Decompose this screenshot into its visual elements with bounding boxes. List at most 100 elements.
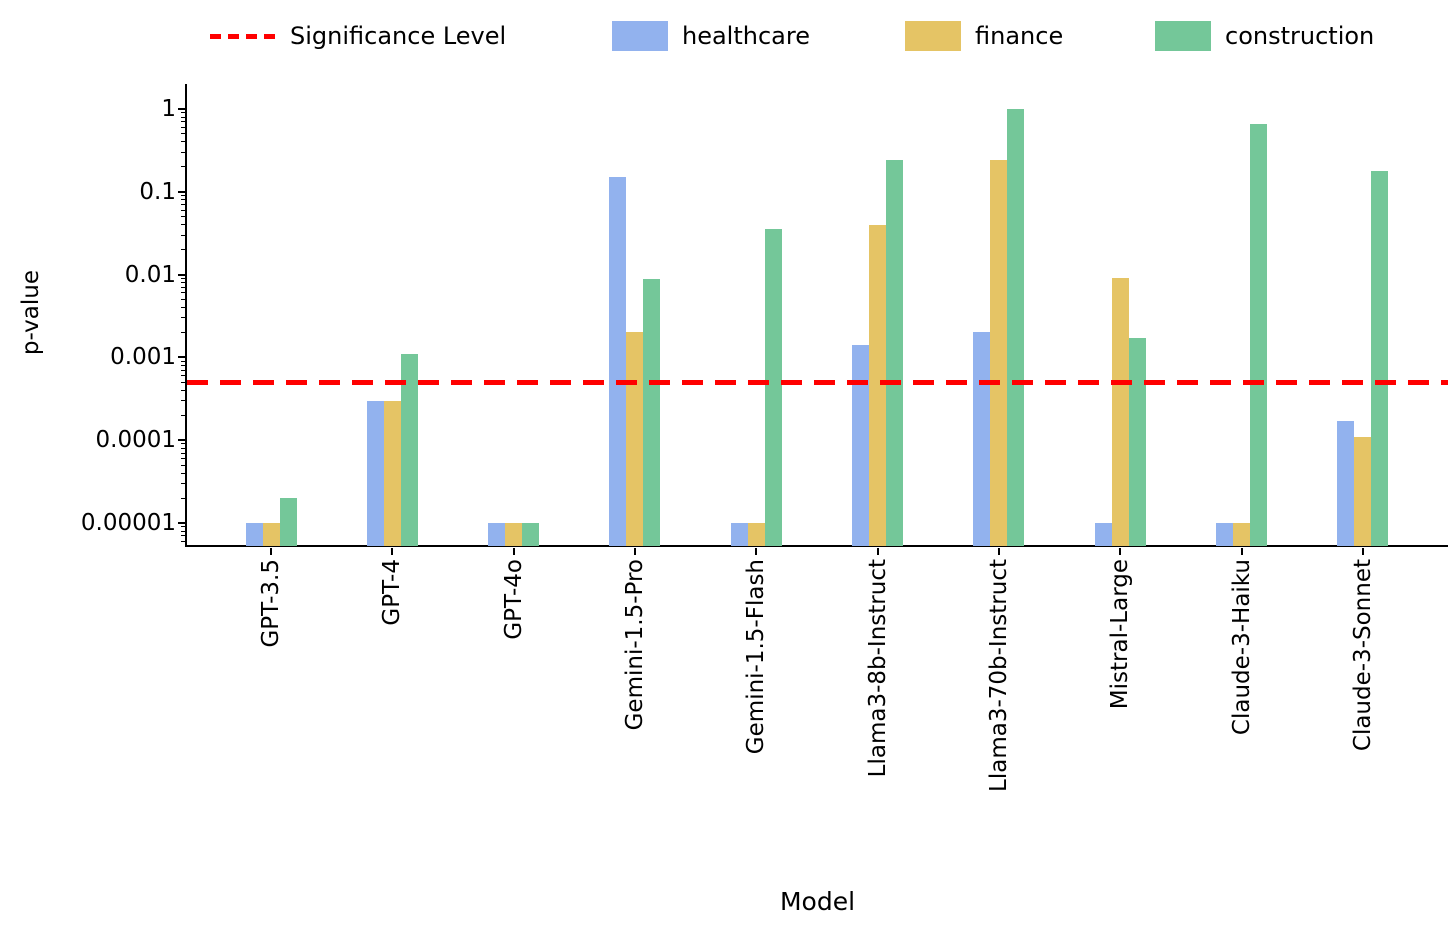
bar-construction: [279, 498, 297, 546]
bar-construction: [643, 279, 661, 546]
x-tick: [633, 548, 636, 555]
y-major-tick: [178, 190, 185, 193]
bar-healthcare: [1216, 523, 1234, 546]
y-minor-tick: [181, 317, 185, 319]
bar-finance: [1111, 278, 1129, 546]
y-tick-label: 0.0001: [95, 427, 176, 454]
y-minor-tick: [181, 151, 185, 153]
y-minor-tick: [181, 458, 185, 460]
y-minor-tick: [181, 307, 185, 309]
y-minor-tick: [181, 452, 185, 454]
y-minor-tick: [181, 299, 185, 301]
y-minor-tick: [181, 414, 185, 416]
y-minor-tick: [181, 447, 185, 449]
y-minor-tick: [181, 400, 185, 402]
x-tick: [391, 548, 394, 555]
bar-construction: [1371, 170, 1389, 546]
y-minor-tick: [181, 195, 185, 197]
y-tick-label: 0.00001: [80, 510, 176, 536]
bar-healthcare: [366, 400, 384, 546]
y-major-tick: [178, 356, 185, 359]
y-minor-tick: [181, 234, 185, 236]
y-minor-tick: [181, 126, 185, 128]
significance-line: [187, 379, 1448, 385]
x-tick: [1119, 548, 1122, 555]
x-axis-title: Model: [779, 887, 856, 916]
legend-label-healthcare: healthcare: [682, 22, 810, 50]
y-minor-tick: [181, 375, 185, 377]
bar-healthcare: [973, 332, 991, 546]
bar-finance: [383, 400, 401, 546]
x-tick: [270, 548, 272, 555]
y-minor-tick: [181, 530, 185, 532]
y-minor-tick: [181, 381, 185, 383]
legend-label-construction: construction: [1225, 22, 1375, 50]
bar-finance: [747, 523, 765, 546]
bar-finance: [262, 523, 280, 546]
y-major-tick: [178, 108, 185, 110]
bar-finance: [1233, 523, 1251, 546]
y-minor-tick: [181, 141, 185, 143]
legend-color-swatch-construction: [1155, 21, 1211, 51]
legend-item-finance: finance: [905, 14, 1063, 58]
legend-item-significance: Significance Level: [210, 14, 506, 58]
y-minor-tick: [181, 331, 185, 333]
bar-healthcare: [1094, 523, 1112, 546]
dashed-line-swatch: [210, 33, 276, 39]
bar-healthcare: [245, 523, 263, 546]
bar-construction: [1128, 338, 1146, 546]
y-minor-tick: [181, 216, 185, 218]
y-minor-tick: [181, 464, 185, 466]
y-major-tick: [178, 439, 185, 442]
y-minor-tick: [181, 369, 185, 371]
legend-color-swatch-healthcare: [612, 21, 668, 51]
y-minor-tick: [181, 224, 185, 226]
x-axis-spine: [185, 545, 1448, 547]
y-tick-label: 1: [161, 96, 176, 122]
x-tick: [997, 548, 1000, 555]
legend-label-significance: Significance Level: [290, 22, 507, 50]
bar-finance: [990, 160, 1008, 546]
y-minor-tick: [181, 112, 185, 114]
y-minor-tick: [181, 282, 185, 284]
y-minor-tick: [181, 443, 185, 445]
y-tick-label: 0.001: [110, 344, 176, 371]
legend-item-construction: construction: [1155, 14, 1374, 58]
x-tick: [876, 548, 879, 555]
bar-construction: [400, 353, 418, 546]
x-tick: [1361, 548, 1364, 555]
y-minor-tick: [181, 526, 185, 528]
y-major-tick: [178, 273, 185, 276]
y-minor-tick: [181, 249, 185, 251]
bar-healthcare: [1337, 421, 1355, 546]
legend-item-healthcare: healthcare: [612, 14, 810, 58]
y-tick-label: 0.01: [124, 261, 176, 288]
bar-healthcare: [609, 177, 627, 546]
x-tick: [512, 548, 515, 555]
bar-construction: [1250, 123, 1268, 546]
y-minor-tick: [181, 121, 185, 123]
y-minor-tick: [181, 535, 185, 537]
y-minor-tick: [181, 209, 185, 211]
y-minor-tick: [181, 364, 185, 366]
y-minor-tick: [181, 472, 185, 474]
x-tick: [1240, 548, 1243, 555]
y-minor-tick: [181, 277, 185, 279]
y-axis-spine: [185, 84, 187, 547]
y-minor-tick: [181, 540, 185, 542]
bar-construction: [886, 160, 904, 546]
y-minor-tick: [181, 204, 185, 206]
y-minor-tick: [181, 286, 185, 288]
y-minor-tick: [181, 166, 185, 168]
bar-finance: [505, 523, 523, 546]
y-major-tick: [178, 522, 185, 524]
bar-healthcare: [852, 345, 870, 546]
y-minor-tick: [181, 199, 185, 201]
bar-construction: [522, 523, 540, 546]
bar-healthcare: [488, 523, 506, 546]
bar-finance: [869, 224, 887, 546]
x-tick: [755, 548, 758, 555]
y-tick-label: 0.1: [139, 178, 176, 205]
y-minor-tick: [181, 497, 185, 499]
